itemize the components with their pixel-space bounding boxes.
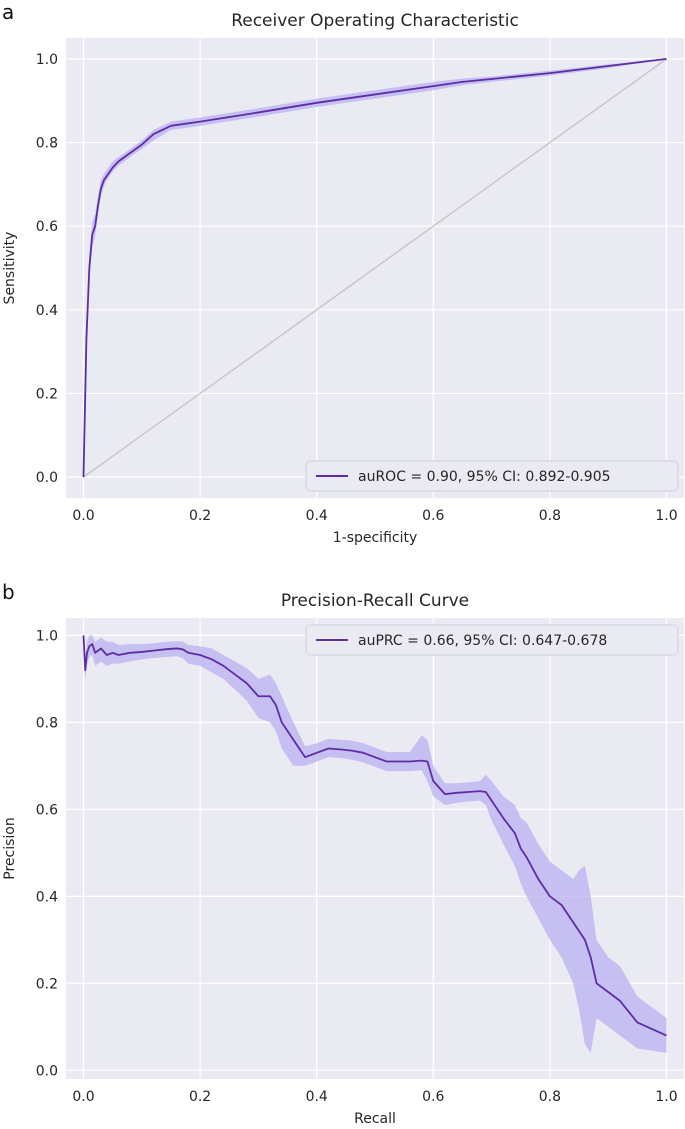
y-tick-label: 0.6 (36, 802, 58, 818)
chart-title: Precision-Recall Curve (281, 591, 469, 611)
y-tick-label: 0.8 (36, 136, 58, 152)
x-tick-label: 0.8 (539, 508, 561, 524)
x-tick-label: 0.2 (189, 508, 211, 524)
chance-diagonal (83, 58, 667, 478)
y-tick-label: 0.0 (36, 1063, 58, 1079)
x-tick-label: 0.0 (72, 1089, 94, 1105)
y-tick-label: 1.0 (36, 52, 58, 68)
y-tick-label: 0.2 (36, 976, 58, 992)
y-tick-label: 0.8 (36, 715, 58, 731)
y-tick-label: 0.0 (36, 470, 58, 486)
x-tick-label: 0.2 (189, 1089, 211, 1105)
x-tick-label: 0.6 (422, 1089, 444, 1105)
legend: auPRC = 0.66, 95% CI: 0.647-0.678 (305, 624, 679, 656)
x-tick-label: 0.8 (539, 1089, 561, 1105)
y-tick-label: 1.0 (36, 628, 58, 644)
x-tick-label: 0.6 (422, 508, 444, 524)
legend: auROC = 0.90, 95% CI: 0.892-0.905 (305, 460, 679, 492)
y-tick-label: 0.4 (36, 303, 58, 319)
x-axis-label: Recall (354, 1111, 396, 1127)
curve-line (82, 58, 667, 478)
y-tick-label: 0.6 (36, 219, 58, 235)
panel-label-b: b (2, 580, 15, 604)
x-axis-label: 1-specificity (333, 530, 418, 546)
curve-line (82, 635, 667, 1037)
roc-panel: 0.0 0.2 0.4 0.6 0.8 1.0 0.0 0.2 0.4 0.6 0.8 1.0 Rece… (2, 11, 684, 546)
panel-label-a: a (2, 0, 15, 24)
chart-title: Receiver Operating Characteristic (231, 11, 519, 31)
x-tick-label: 1.0 (655, 1089, 677, 1105)
legend-label: auROC = 0.90, 95% CI: 0.892-0.905 (358, 469, 611, 485)
legend-box (305, 624, 679, 656)
y-axis-label: Precision (2, 817, 18, 879)
x-tick-label: 0.4 (306, 1089, 328, 1105)
y-axis-label: Sensitivity (2, 232, 18, 305)
x-tick-label: 1.0 (655, 508, 677, 524)
legend-label: auPRC = 0.66, 95% CI: 0.647-0.678 (358, 633, 607, 649)
pr-panel: 0.0 0.2 0.4 0.6 0.8 1.0 0.0 0.2 0.4 0.6 0.8 1.0 Prec… (2, 591, 684, 1127)
confidence-band (83, 631, 667, 1053)
x-tick-label: 0.4 (306, 508, 328, 524)
legend-box (305, 460, 679, 492)
y-tick-label: 0.4 (36, 889, 58, 905)
x-tick-label: 0.0 (72, 508, 94, 524)
y-tick-label: 0.2 (36, 386, 58, 402)
